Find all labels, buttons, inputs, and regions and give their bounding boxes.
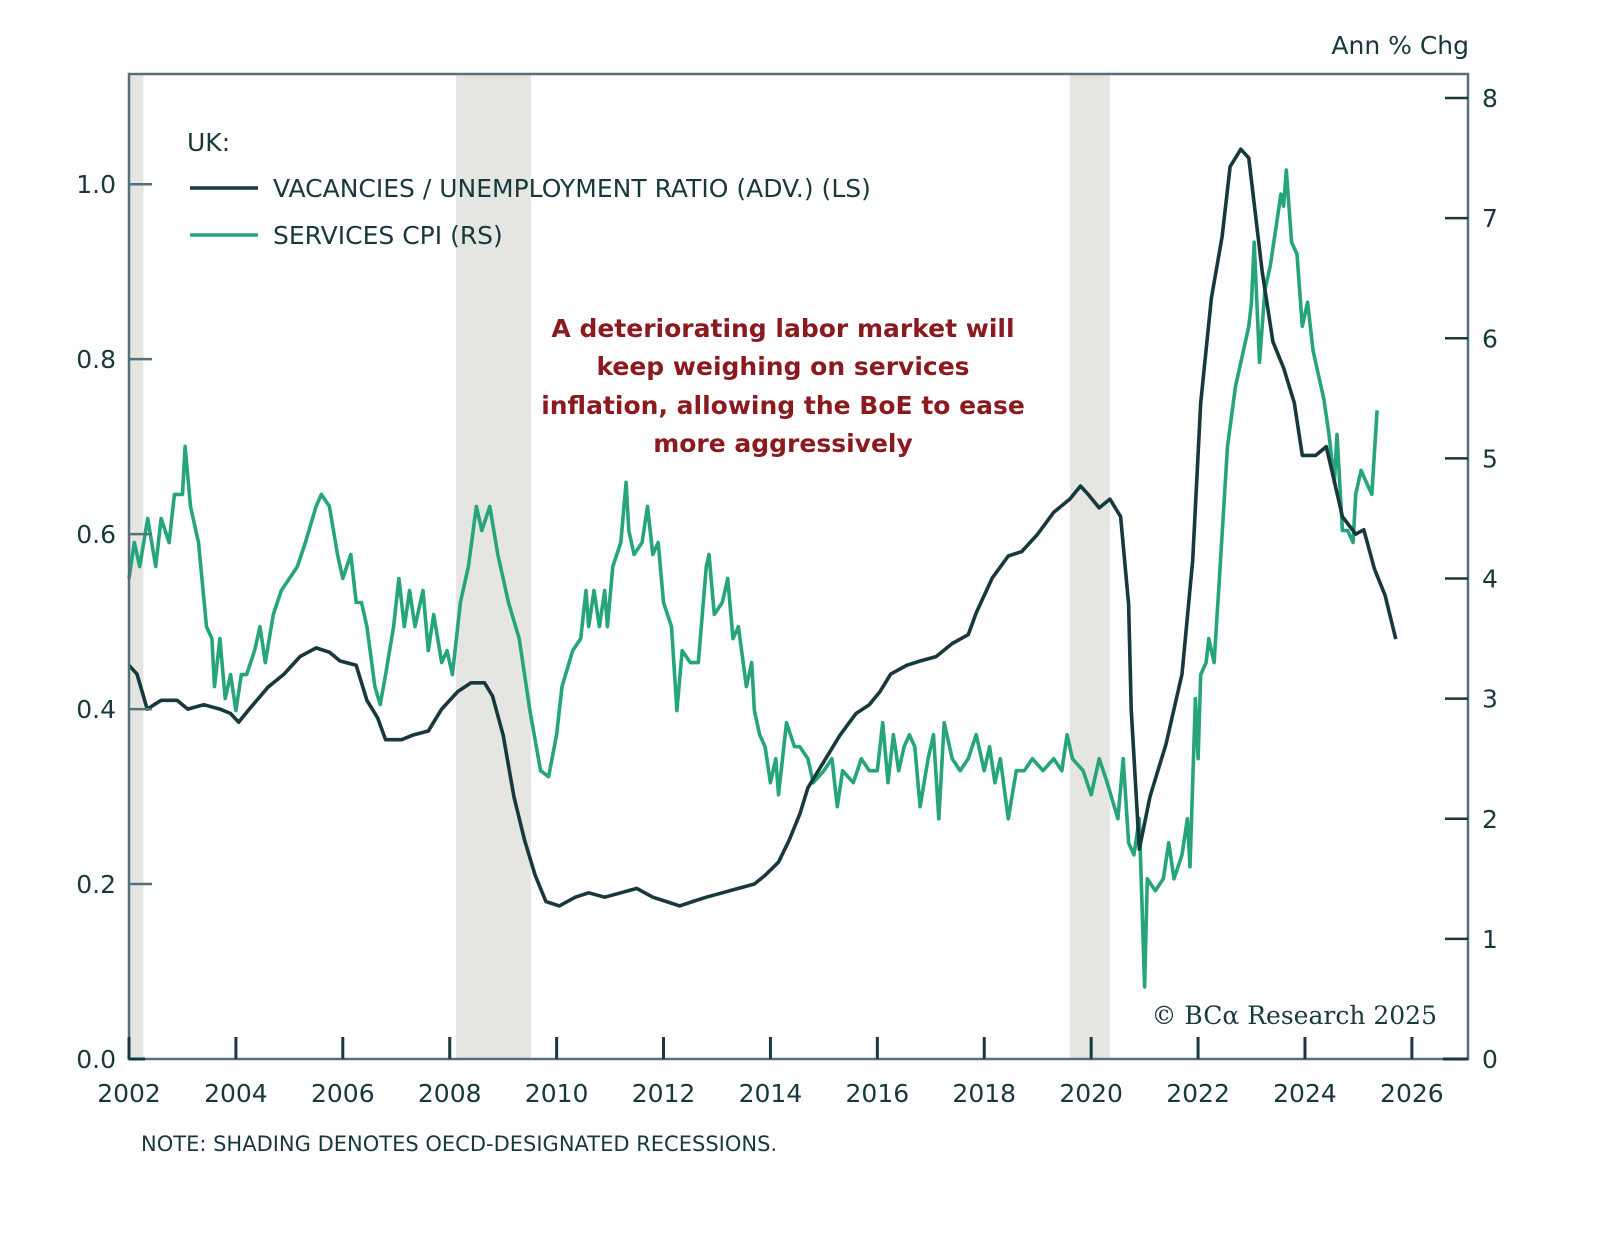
axes-layer <box>127 72 1470 1061</box>
x-tick-label-2020: 2020 <box>1059 1079 1123 1108</box>
plot-frame <box>127 72 1470 1061</box>
x-tick-label-2006: 2006 <box>311 1079 375 1108</box>
left-tick-label-2: 0.4 <box>76 695 116 724</box>
right-axis-title: Ann % Chg <box>1331 31 1469 60</box>
x-tick-label-2016: 2016 <box>846 1079 910 1108</box>
right-tick-label-4: 4 <box>1482 565 1498 594</box>
annotation-line-2: keep weighing on services <box>596 352 969 381</box>
annotation-line-3: inflation, allowing the BoE to ease <box>541 391 1025 420</box>
x-tick-label-2010: 2010 <box>525 1079 589 1108</box>
x-tick-label-2012: 2012 <box>632 1079 696 1108</box>
x-tick-label-2018: 2018 <box>952 1079 1016 1108</box>
series-layer <box>127 147 1398 989</box>
right-tick-label-0: 0 <box>1482 1045 1498 1074</box>
x-tick-label-2004: 2004 <box>204 1079 268 1108</box>
right-tick-label-3: 3 <box>1482 685 1498 714</box>
left-tick-label-0: 0.0 <box>76 1045 116 1074</box>
annotation: A deteriorating labor market will keep w… <box>541 314 1025 458</box>
left-tick-label-3: 0.6 <box>76 520 116 549</box>
annotation-line-1: A deteriorating labor market will <box>551 314 1014 343</box>
x-tick-label-2026: 2026 <box>1380 1079 1444 1108</box>
x-tick-label-2002: 2002 <box>97 1079 161 1108</box>
x-tick-label-2014: 2014 <box>739 1079 803 1108</box>
services-cpi-line <box>127 168 1379 989</box>
right-tick-label-1: 1 <box>1482 925 1498 954</box>
right-tick-label-6: 6 <box>1482 324 1498 353</box>
recession-band-3 <box>1069 74 1110 1059</box>
footnote: NOTE: SHADING DENOTES OECD-DESIGNATED RE… <box>141 1132 777 1156</box>
legend-region-label: UK: <box>187 128 230 157</box>
copyright: © BCα Research 2025 <box>1151 1001 1437 1030</box>
left-tick-label-5: 1.0 <box>76 170 116 199</box>
right-tick-label-7: 7 <box>1482 204 1498 233</box>
annotation-line-4: more aggressively <box>653 429 913 458</box>
left-tick-label-1: 0.2 <box>76 870 116 899</box>
x-tick-label-2024: 2024 <box>1273 1079 1337 1108</box>
legend-label-services-cpi: SERVICES CPI (RS) <box>273 221 503 250</box>
ticks-layer: 2002 2004 2006 2008 2010 2012 2014 2016 2018 2020… <box>76 84 1498 1108</box>
right-tick-label-5: 5 <box>1482 444 1498 473</box>
right-tick-label-8: 8 <box>1482 84 1498 113</box>
recession-band-1 <box>129 74 144 1059</box>
x-tick-label-2008: 2008 <box>418 1079 482 1108</box>
legend-label-vacancies: VACANCIES / UNEMPLOYMENT RATIO (ADV.) (L… <box>273 174 871 203</box>
right-tick-label-2: 2 <box>1482 805 1498 834</box>
x-tick-label-2022: 2022 <box>1166 1079 1230 1108</box>
legend: UK: VACANCIES / UNEMPLOYMENT RATIO (ADV.… <box>187 128 871 250</box>
left-tick-label-4: 0.8 <box>76 345 116 374</box>
vacancies-unemployment-line <box>127 147 1398 908</box>
